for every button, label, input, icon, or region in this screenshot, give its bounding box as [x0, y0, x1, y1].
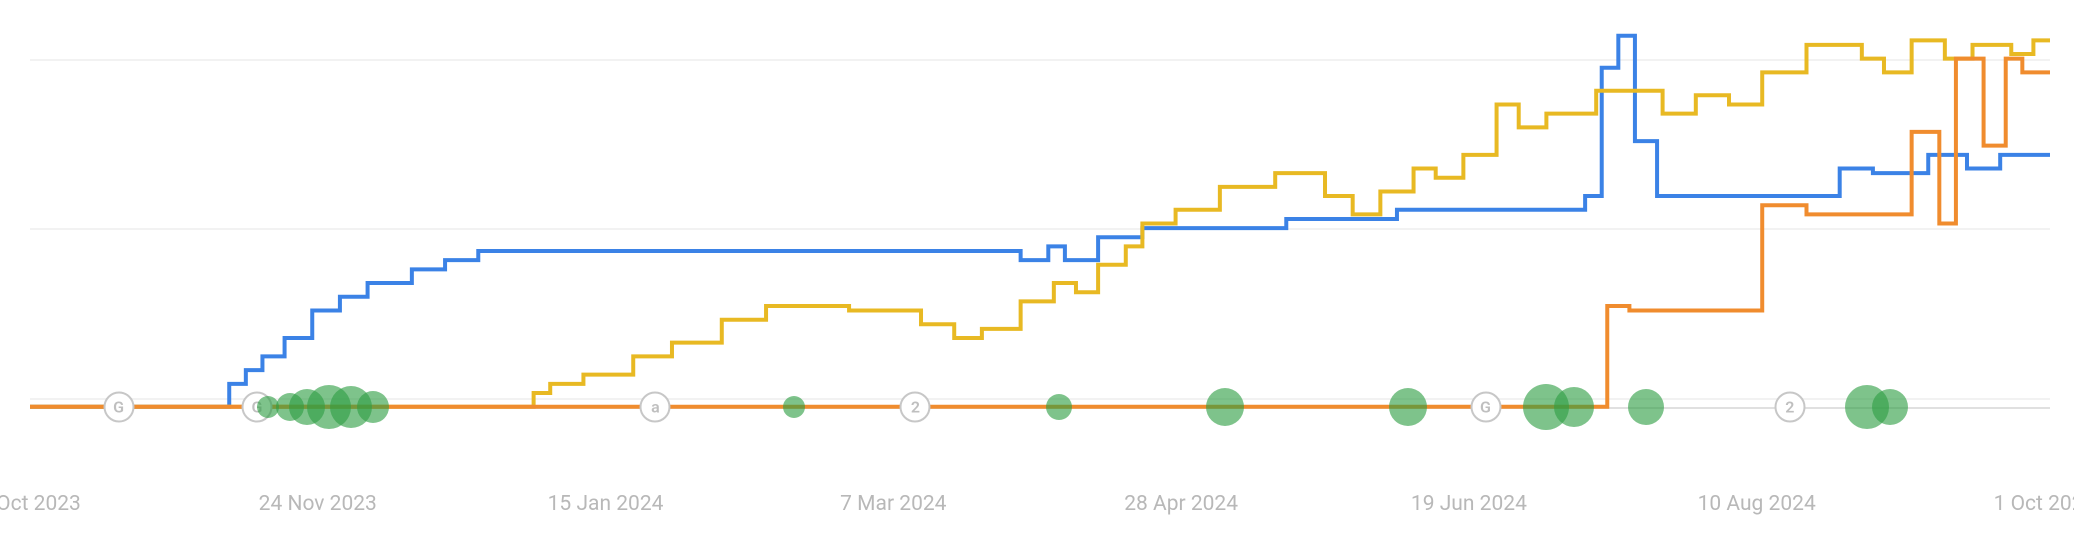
series-yellow	[30, 40, 2050, 406]
x-axis-tick-label: 24 Nov 2023	[259, 492, 377, 516]
x-axis-tick-label: 15 Jan 2024	[548, 492, 664, 516]
y-gridline	[30, 228, 2050, 230]
x-axis-tick-label: 1 Oct 2024	[1994, 492, 2074, 516]
timeline-letter-marker: 2	[1774, 391, 1805, 422]
timeline-event-marker	[1046, 394, 1072, 420]
timeline-letter-marker: 2	[900, 391, 931, 422]
timeline-letter-marker: G	[103, 391, 134, 422]
timeline-letter-marker: G	[1470, 391, 1501, 422]
timeline-event-marker	[783, 396, 805, 418]
series-blue	[30, 36, 2050, 407]
timeline-event-marker	[1206, 388, 1244, 426]
time-series-chart: GGa2G2 3 Oct 202324 Nov 202315 Jan 20247…	[0, 0, 2074, 558]
timeline-event-marker	[1554, 387, 1594, 427]
timeline-event-marker	[1628, 389, 1664, 425]
timeline-event-marker	[1389, 388, 1427, 426]
x-axis-tick-label: 28 Apr 2024	[1124, 492, 1238, 516]
timeline-event-marker	[1872, 389, 1908, 425]
y-gridline	[30, 59, 2050, 61]
x-axis-tick-label: 10 Aug 2024	[1698, 492, 1816, 516]
timeline-letter-marker: a	[640, 391, 671, 422]
x-axis-tick-label: 7 Mar 2024	[840, 492, 946, 516]
series-orange	[30, 59, 2050, 407]
x-axis-tick-label: 3 Oct 2023	[0, 492, 81, 516]
timeline-event-marker	[357, 391, 389, 423]
x-axis-tick-label: 19 Jun 2024	[1411, 492, 1527, 516]
plot-area: GGa2G2	[30, 22, 2050, 480]
